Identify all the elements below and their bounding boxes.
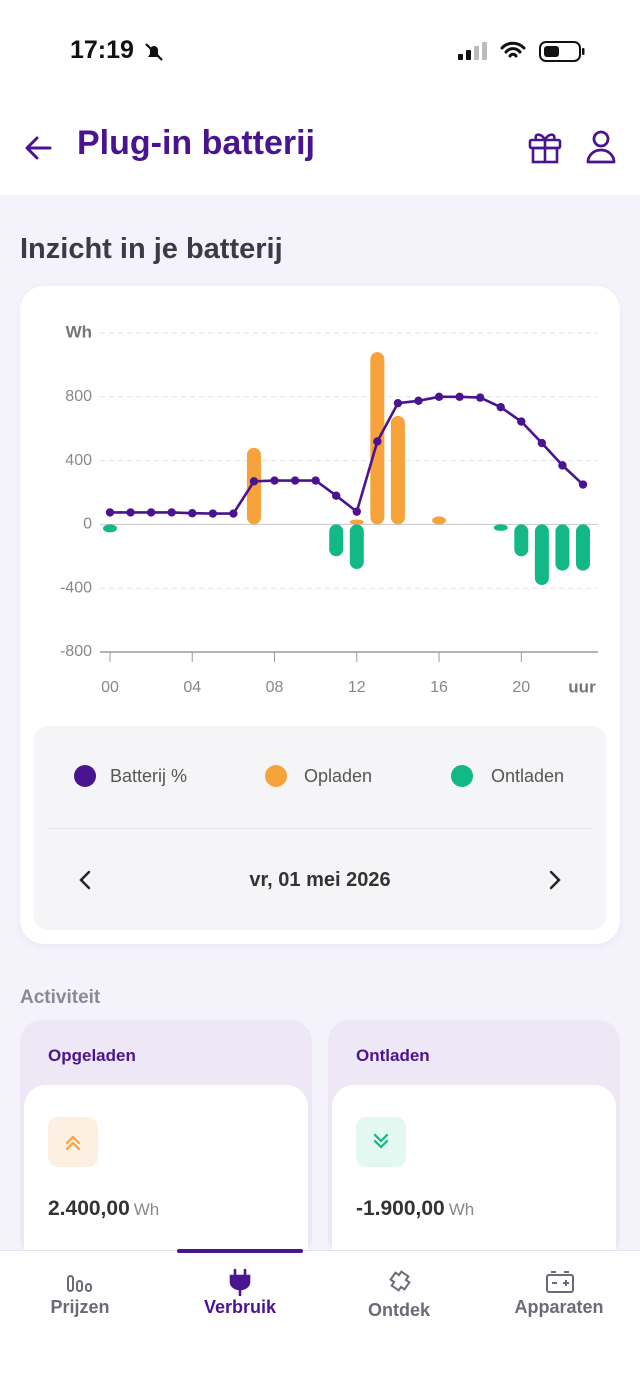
usage-icon[interactable] <box>227 1268 253 1296</box>
point <box>373 437 382 446</box>
status-time: 17:19 <box>70 36 134 64</box>
bar <box>534 524 549 586</box>
card-value: -1.900,00 Wh <box>356 1197 474 1221</box>
legend-label: Ontladen <box>491 766 564 786</box>
bar <box>246 447 261 525</box>
legend-marker <box>74 765 96 787</box>
y-tick-label: 800 <box>65 388 92 405</box>
y-tick-label: -400 <box>60 579 92 596</box>
next-day[interactable] <box>544 868 566 892</box>
point <box>517 417 526 426</box>
bar <box>493 524 508 531</box>
profile-button[interactable] <box>584 128 618 166</box>
nav-item[interactable]: Verbruik <box>203 1297 277 1317</box>
prices-icon[interactable] <box>66 1270 94 1294</box>
prev-day[interactable] <box>74 868 96 892</box>
point <box>290 476 300 485</box>
point <box>311 476 320 485</box>
card-value: 2.400,00 Wh <box>48 1197 159 1221</box>
point <box>332 491 341 500</box>
charge-icon <box>48 1117 98 1167</box>
point <box>208 509 218 518</box>
legend-marker <box>265 765 287 787</box>
point <box>455 392 464 401</box>
legend-label: Batterij % <box>110 766 187 786</box>
page-title: Plug-in batterij <box>77 124 315 162</box>
nav-indicator <box>177 1249 303 1253</box>
x-tick-label: 20 <box>512 679 530 696</box>
card-body: -1.900,00 Wh <box>332 1085 616 1260</box>
x-axis-label: uur <box>568 677 596 696</box>
point <box>249 477 259 486</box>
chart: Wh -800 -400 0 400 800 00 04 08 12 16 20 uur Batterij… <box>60 322 598 787</box>
activity-card: Opgeladen 2.400,00 Wh <box>20 1020 312 1260</box>
legend-marker <box>451 765 473 787</box>
y-tick-label: 0 <box>83 516 92 533</box>
point <box>558 461 567 470</box>
bar <box>329 524 344 557</box>
point <box>434 392 444 401</box>
bar <box>555 524 570 571</box>
legend-label: Opladen <box>304 766 372 786</box>
nav-item[interactable]: Apparaten <box>514 1297 604 1317</box>
bar <box>103 524 117 533</box>
point <box>229 509 238 518</box>
bar <box>390 415 405 525</box>
nav-item[interactable]: Prijzen <box>50 1297 110 1317</box>
mute-icon <box>145 43 163 61</box>
bar <box>349 524 364 570</box>
point <box>126 508 135 517</box>
date-label: vr, 01 mei 2026 <box>249 869 391 891</box>
point <box>475 393 485 402</box>
bar <box>514 524 529 557</box>
point <box>578 480 588 489</box>
x-tick-label: 08 <box>266 679 284 696</box>
section-title: Inzicht in je batterij <box>20 233 283 265</box>
bar <box>432 516 447 525</box>
bar <box>349 519 364 525</box>
point <box>393 398 403 408</box>
point <box>496 402 505 412</box>
x-tick-label: 16 <box>430 679 448 696</box>
discover-icon[interactable] <box>385 1266 415 1296</box>
point <box>270 476 279 485</box>
back-button[interactable] <box>22 132 54 164</box>
value: 2.400,00 <box>48 1197 130 1220</box>
card-title: Opgeladen <box>48 1046 136 1065</box>
point <box>167 508 176 517</box>
line <box>110 395 584 515</box>
status-icons <box>458 41 585 62</box>
unit: Wh <box>448 1200 475 1219</box>
unit: Wh <box>133 1200 160 1219</box>
devices-icon[interactable] <box>545 1270 575 1294</box>
card-title: Ontladen <box>356 1046 430 1065</box>
point <box>105 508 115 517</box>
divider <box>48 828 592 829</box>
activity-title: Activiteit <box>20 987 101 1008</box>
discharge-icon <box>356 1117 406 1167</box>
point <box>188 509 197 518</box>
point <box>352 507 361 516</box>
point <box>537 438 547 448</box>
y-axis-label: Wh <box>66 322 92 341</box>
point <box>414 396 423 405</box>
y-tick-label: 400 <box>65 452 92 469</box>
x-tick-label: 12 <box>348 679 366 696</box>
x-tick-label: 00 <box>101 679 119 696</box>
gift-button[interactable] <box>526 128 564 166</box>
card-body: 2.400,00 Wh <box>24 1085 308 1260</box>
value: -1.900,00 <box>356 1197 445 1220</box>
y-tick-label: -800 <box>60 643 92 660</box>
bar <box>576 524 590 571</box>
nav-item[interactable]: Ontdek <box>367 1300 430 1320</box>
point <box>146 508 156 517</box>
activity-card: Ontladen -1.900,00 Wh <box>328 1020 620 1260</box>
x-tick-label: 04 <box>183 679 201 696</box>
bottom-nav <box>0 1250 640 1394</box>
